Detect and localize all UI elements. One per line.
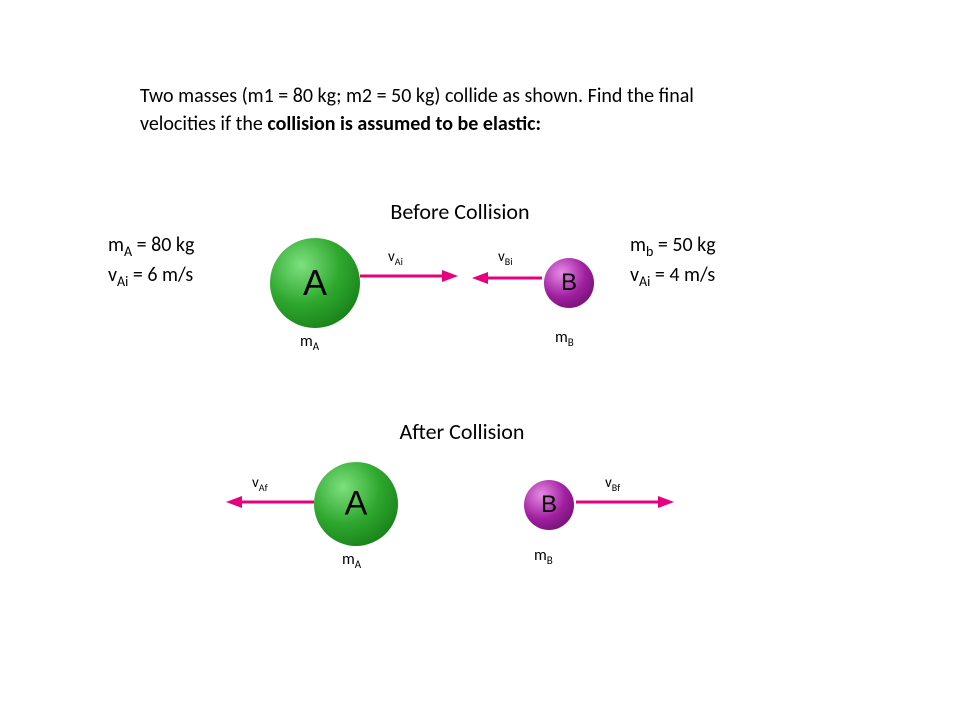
massB-data: mb = 50 kg vAi = 4 m/s [630,232,716,292]
massA-data: mA = 80 kg vAi = 6 m/s [108,232,194,292]
mA-label-before: mA [300,332,319,353]
vAi-label: vAi [388,248,403,268]
mB-label-before: mB [555,328,574,349]
arrow-vBf [574,492,674,512]
problem-statement: Two masses (m1 = 80 kg; m2 = 50 kg) coll… [140,82,840,138]
sphere-a-letter: A [303,262,327,304]
vAf-label: vAf [252,474,268,494]
problem-line2-bold: collision is assumed to be elastic: [267,112,541,136]
sphere-a-letter-after: A [345,485,368,524]
sphere-b-before: B [544,258,594,308]
mB-label-after: mB [534,546,553,567]
vBi-label: vBi [498,248,513,268]
mA-label-after: mA [342,550,361,571]
sphere-b-after: B [524,480,574,530]
sphere-a-before: A [270,238,360,328]
arrow-vAi [358,266,458,286]
vBf-label: vBf [605,474,620,494]
before-title: Before Collision [330,198,590,225]
after-title: After Collision [332,418,592,445]
problem-line1: Two masses (m1 = 80 kg; m2 = 50 kg) coll… [140,84,694,108]
arrow-vAf [226,492,316,512]
sphere-b-letter-after: B [541,491,557,519]
arrow-vBi [472,268,544,288]
sphere-b-letter: B [561,269,577,297]
problem-line2-prefix: velocities if the [140,112,267,136]
sphere-a-after: A [314,462,398,546]
